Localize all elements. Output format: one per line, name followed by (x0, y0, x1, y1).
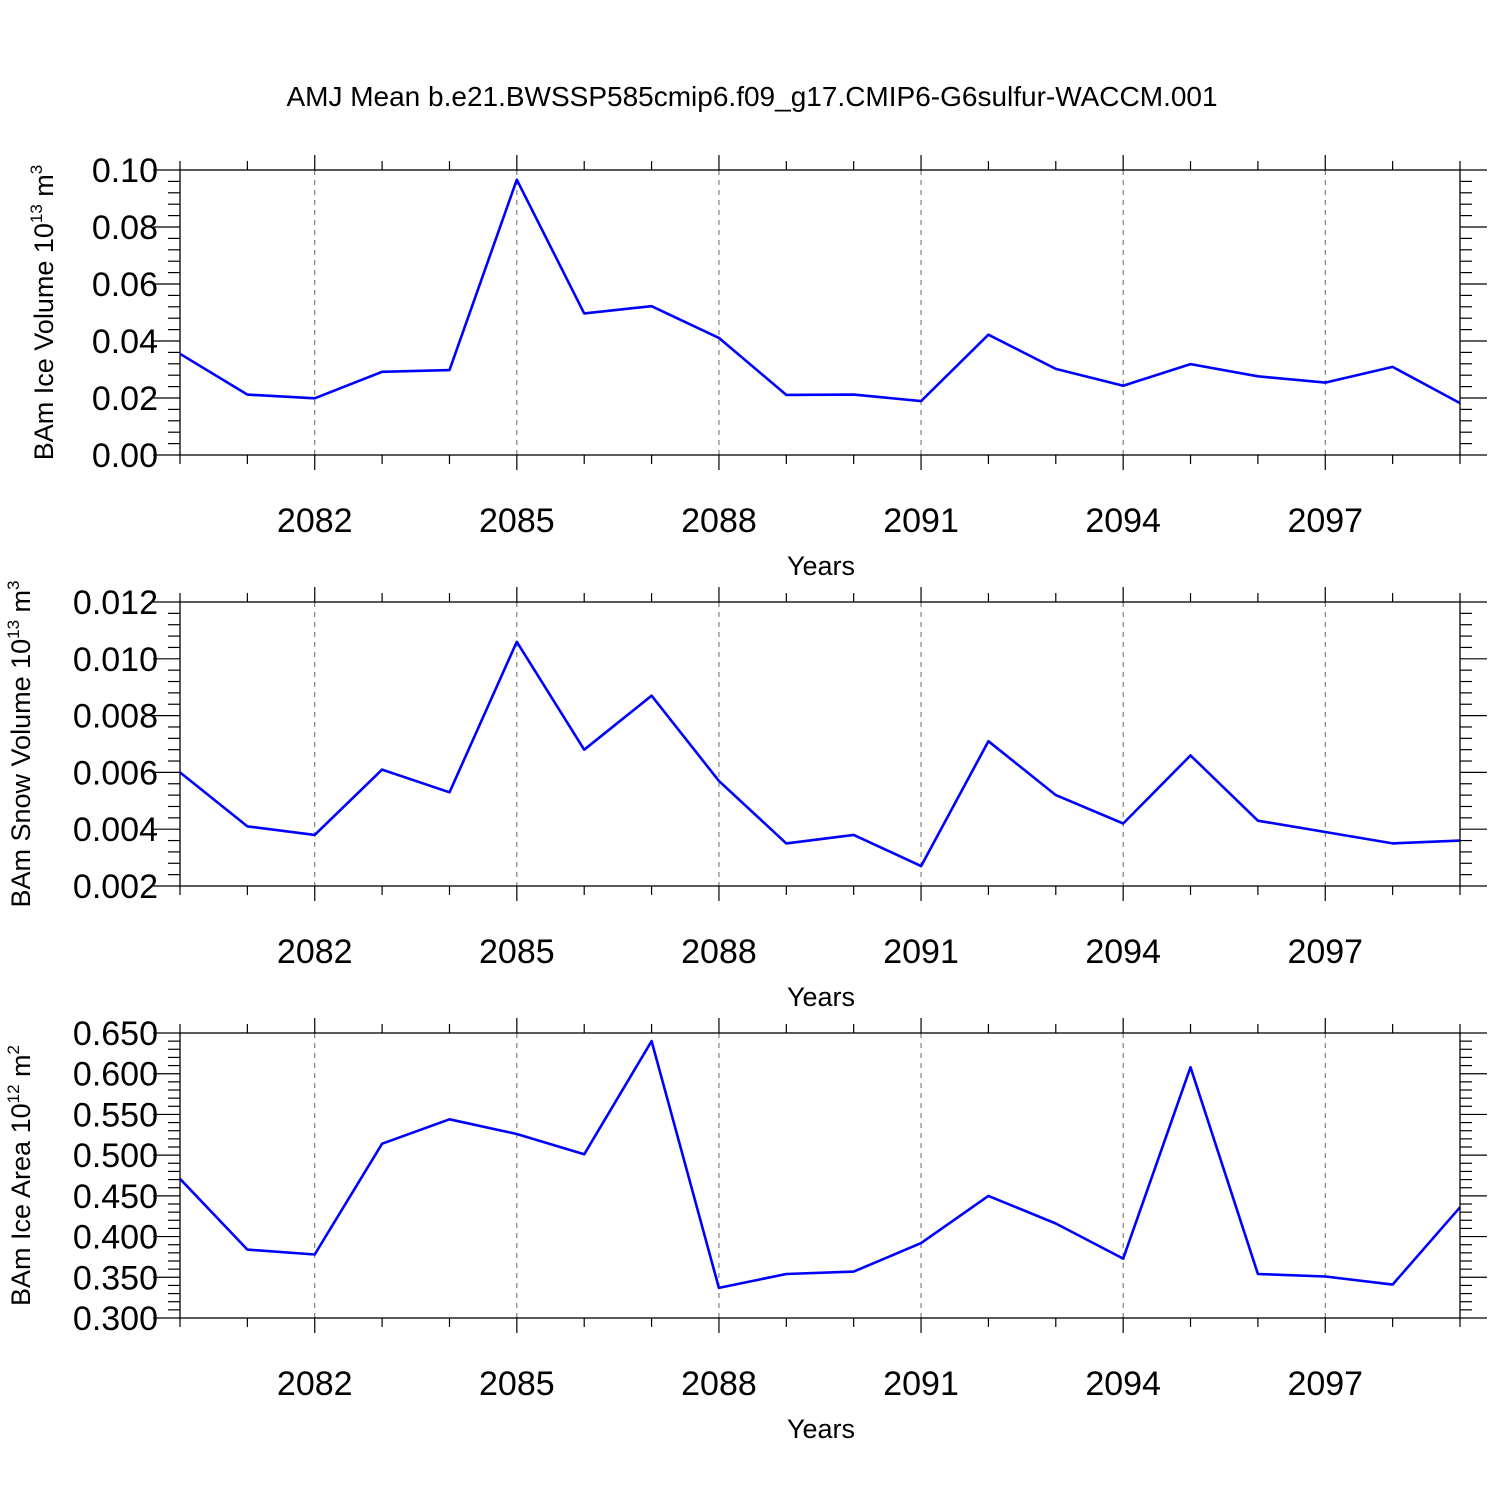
y-tick-label: 0.00 (92, 437, 158, 475)
y-tick-label: 0.10 (92, 152, 158, 190)
y-axis-label-exponent: 13 (27, 204, 46, 223)
x-tick-label: 2085 (479, 933, 555, 971)
y-tick-label: 0.500 (73, 1137, 158, 1175)
y-axis-label-exponent: 13 (4, 620, 23, 639)
x-tick-label: 2094 (1085, 502, 1161, 540)
x-tick-label: 2082 (277, 502, 353, 540)
chart-title: AMJ Mean b.e21.BWSSP585cmip6.f09_g17.CMI… (286, 81, 1217, 112)
plot-frame (179, 601, 1461, 887)
chart-panel-1: 0.00 0.02 0.04 0.06 0.08 0.10 2082 2085 2088 2091… (27, 152, 1487, 581)
x-tick-label: 2094 (1085, 1365, 1161, 1403)
y-tick-label: 0.006 (73, 754, 158, 792)
y-axis-label: BAm Ice Volume 1013 m3 (27, 165, 59, 461)
x-axis-label: Years (787, 1414, 855, 1444)
y-tick-label: 0.300 (73, 1300, 158, 1338)
x-tick-label: 2097 (1287, 933, 1363, 971)
y-tick-label: 0.650 (73, 1015, 158, 1053)
x-tick-label: 2082 (277, 1365, 353, 1403)
y-axis-label-text: m (6, 590, 36, 620)
y-axis-label-text: BAm Ice Volume 10 (29, 223, 59, 460)
y-axis-label-exponent: 3 (27, 165, 46, 174)
y-tick-label: 0.004 (73, 811, 158, 849)
x-tick-label: 2094 (1085, 933, 1161, 971)
y-axis-label-text: BAm Ice Area 10 (6, 1103, 36, 1306)
x-tick-label: 2097 (1287, 502, 1363, 540)
y-tick-label: 0.010 (73, 641, 158, 679)
y-tick-label: 0.012 (73, 584, 158, 622)
x-tick-label: 2091 (883, 1365, 959, 1403)
x-tick-label: 2091 (883, 502, 959, 540)
x-tick-label: 2088 (681, 933, 757, 971)
data-series-line (179, 640, 1461, 868)
y-tick-label: 0.04 (92, 323, 158, 361)
chart-panel-3: 0.3000.3500.4000.4500.5000.5500.6000.650… (4, 1015, 1487, 1444)
y-tick-label: 0.450 (73, 1178, 158, 1216)
y-tick-label: 0.08 (92, 209, 158, 247)
x-tick-label: 2088 (681, 1365, 757, 1403)
y-tick-label: 0.06 (92, 266, 158, 304)
y-tick-label: 0.550 (73, 1096, 158, 1134)
data-series-line (179, 1039, 1461, 1290)
data-series-line (179, 178, 1461, 405)
y-tick-label: 0.008 (73, 698, 158, 736)
y-axis-label-exponent: 2 (4, 1045, 23, 1054)
y-axis-label-exponent: 3 (4, 580, 23, 589)
y-axis-label-exponent: 12 (4, 1084, 23, 1103)
y-axis-label: BAm Ice Area 1012 m2 (4, 1045, 36, 1306)
x-axis-label: Years (787, 551, 855, 581)
y-tick-label: 0.002 (73, 868, 158, 906)
y-axis-label: BAm Snow Volume 1013 m3 (4, 580, 36, 907)
y-tick-label: 0.400 (73, 1219, 158, 1257)
y-axis-label-text: BAm Snow Volume 10 (6, 639, 36, 908)
x-axis-label: Years (787, 982, 855, 1012)
x-tick-label: 2085 (479, 502, 555, 540)
plot-frame (179, 1032, 1461, 1319)
x-tick-label: 2091 (883, 933, 959, 971)
x-tick-label: 2082 (277, 933, 353, 971)
y-tick-label: 0.350 (73, 1259, 158, 1297)
x-tick-label: 2085 (479, 1365, 555, 1403)
x-tick-label: 2097 (1287, 1365, 1363, 1403)
x-tick-label: 2088 (681, 502, 757, 540)
y-tick-label: 0.02 (92, 380, 158, 418)
y-axis-label-text: m (29, 174, 59, 204)
plot-frame (179, 169, 1461, 456)
chart-panel-2: 0.002 0.004 0.006 0.008 0.010 0.012 2082 2085 20… (4, 580, 1487, 1012)
y-axis-label-text: m (6, 1054, 36, 1084)
y-tick-label: 0.600 (73, 1056, 158, 1094)
